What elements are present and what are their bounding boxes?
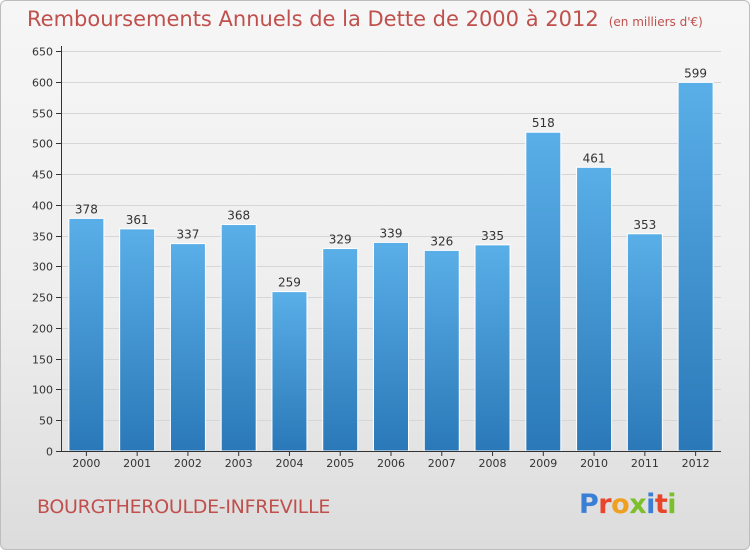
y-tick-label: 150 <box>32 354 53 367</box>
x-tick-label: 2005 <box>326 457 354 470</box>
data-label: 337 <box>176 228 199 242</box>
data-label: 339 <box>380 226 403 240</box>
logo-letter: r <box>598 489 612 520</box>
x-tick-label: 2000 <box>72 457 100 470</box>
y-tick-label: 400 <box>32 200 53 213</box>
y-tick-label: 350 <box>32 231 53 244</box>
x-tick-label: 2006 <box>377 457 405 470</box>
title-text: Remboursements Annuels de la Dette de 20… <box>27 7 599 31</box>
bar-2008 <box>474 244 511 452</box>
x-tick-label: 2004 <box>275 457 303 470</box>
y-tick-label: 650 <box>32 46 53 59</box>
data-label: 335 <box>481 229 504 243</box>
data-label: 353 <box>633 218 656 232</box>
chart-title: Remboursements Annuels de la Dette de 20… <box>27 7 703 31</box>
y-tick-label: 450 <box>32 169 53 182</box>
logo-letter: P <box>579 489 599 520</box>
y-tick-label: 0 <box>46 446 53 459</box>
proxiti-logo[interactable]: Proxiti <box>579 489 677 520</box>
y-tick-label: 600 <box>32 77 53 90</box>
bar-2001 <box>119 228 156 452</box>
bar-2010 <box>576 166 613 452</box>
bar-2007 <box>423 249 460 452</box>
x-tick-label: 2008 <box>479 457 507 470</box>
bars <box>68 81 714 452</box>
data-label: 361 <box>126 213 149 227</box>
y-tick-label: 550 <box>32 108 53 121</box>
data-label: 259 <box>278 276 301 290</box>
x-tick-label: 2012 <box>682 457 710 470</box>
logo-letter: o <box>611 489 630 520</box>
logo-letter: i <box>667 489 677 520</box>
data-label: 461 <box>583 151 606 165</box>
axes <box>56 46 721 456</box>
bar-2000 <box>68 217 105 452</box>
x-tick-label: 2009 <box>529 457 557 470</box>
x-tick-label: 2007 <box>428 457 456 470</box>
data-label: 329 <box>329 233 352 247</box>
y-tick-label: 300 <box>32 261 53 274</box>
y-tick-label: 200 <box>32 323 53 336</box>
y-tick-label: 100 <box>32 384 53 397</box>
data-label: 378 <box>75 202 98 216</box>
x-tick-label: 2010 <box>580 457 608 470</box>
chart-subtitle: (en milliers d'€) <box>608 15 703 29</box>
y-tick-label: 50 <box>39 415 53 428</box>
logo-letter: i <box>646 489 655 520</box>
data-label: 599 <box>684 66 707 80</box>
data-label: 518 <box>532 116 555 130</box>
logo-letter: t <box>654 489 668 520</box>
bar-2009 <box>525 131 562 452</box>
x-tick-label: 2011 <box>631 457 659 470</box>
x-tick-label: 2003 <box>225 457 253 470</box>
bar-2005 <box>322 248 359 452</box>
y-tick-label: 250 <box>32 292 53 305</box>
data-label: 368 <box>227 209 250 223</box>
data-label: 326 <box>430 234 453 248</box>
bar-2006 <box>373 241 409 452</box>
bar-2012 <box>677 81 714 452</box>
bar-2003 <box>220 224 257 452</box>
logo-letter: x <box>629 489 647 520</box>
x-tick-label: 2001 <box>123 457 151 470</box>
commune-name: BOURGTHEROULDE-INFREVILLE <box>37 496 331 518</box>
y-tick-label: 500 <box>32 138 53 151</box>
bar-2011 <box>626 233 663 452</box>
bar-2004 <box>271 291 308 452</box>
x-tick-label: 2002 <box>174 457 202 470</box>
labels: 0 50 100 150 200 250 300 350 400 450 500 550 600 650 3… <box>32 46 710 471</box>
bar-2002 <box>169 243 206 452</box>
